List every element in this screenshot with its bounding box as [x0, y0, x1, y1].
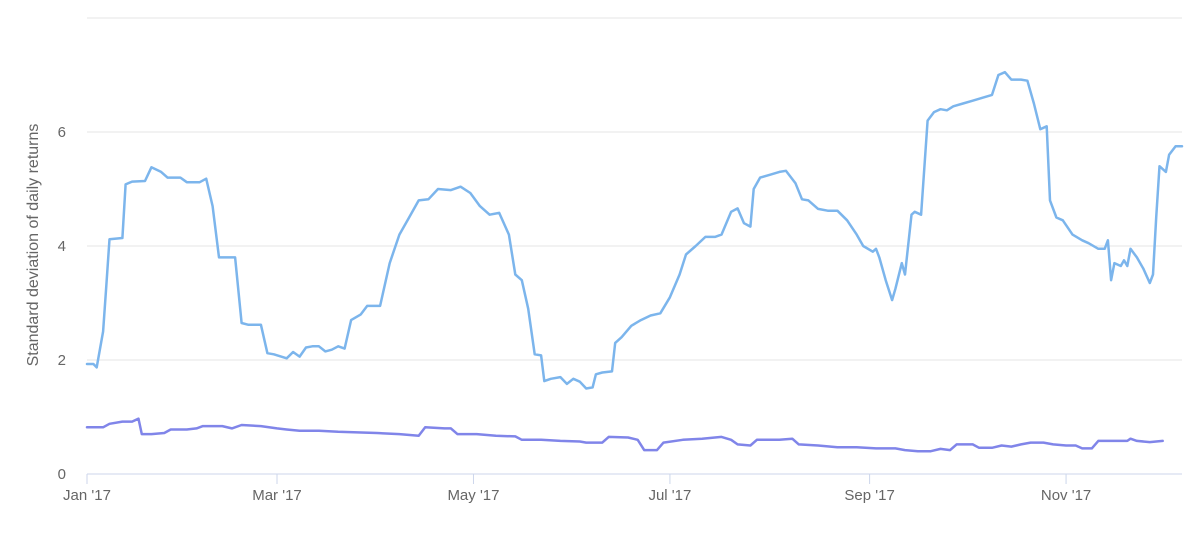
y-tick-label: 6	[58, 124, 66, 141]
x-tick-label: Jul '17	[648, 487, 691, 504]
x-tick-label: Nov '17	[1041, 487, 1091, 504]
x-tick-label: May '17	[447, 487, 499, 504]
series-line-2[interactable]	[85, 417, 1164, 453]
x-tick-label: Sep '17	[844, 487, 894, 504]
y-tick-label: 2	[58, 352, 66, 369]
y-axis-tick-labels: 0 2 4 6	[58, 124, 66, 483]
series-lines	[85, 70, 1184, 453]
y-axis-title: Standard deviation of daily returns	[25, 124, 42, 367]
x-tick-label: Mar '17	[252, 487, 302, 504]
x-axis-tick-labels: Jan '17 Mar '17 May '17 Jul '17 Sep '17 Nov '…	[63, 487, 1091, 504]
y-tick-label: 0	[58, 466, 66, 483]
grid-lines	[87, 17, 1182, 361]
series-line-1[interactable]	[85, 70, 1184, 390]
x-tick-label: Jan '17	[63, 487, 111, 504]
y-tick-label: 4	[58, 238, 66, 255]
x-axis	[86, 473, 1182, 484]
